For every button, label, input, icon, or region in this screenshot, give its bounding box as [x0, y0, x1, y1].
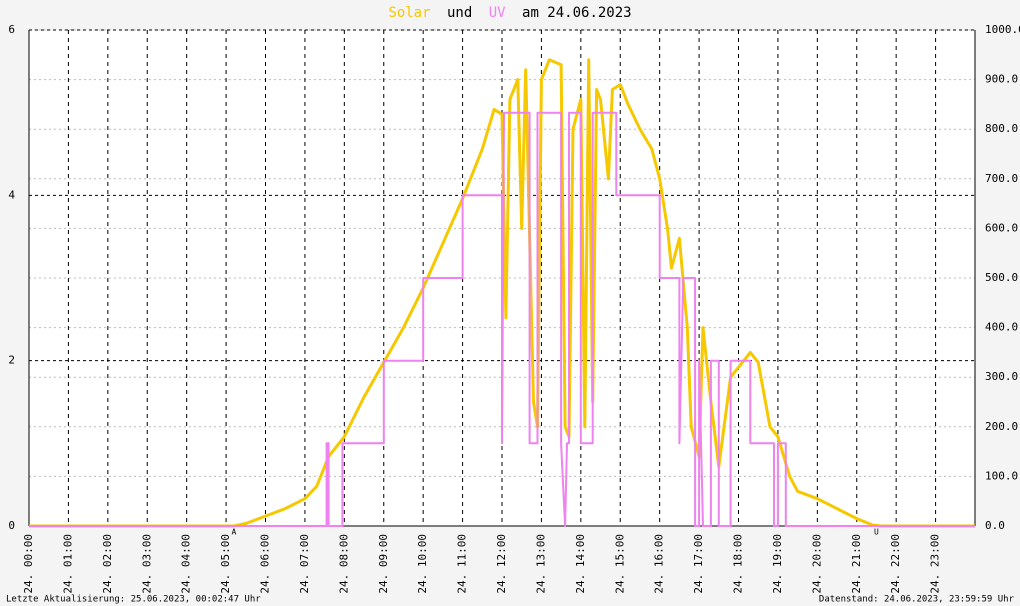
x-tick-label: 24. 06:00: [259, 534, 272, 594]
y2-tick-label: 0.0: [985, 519, 1005, 532]
y2-tick-label: 900.0: [985, 73, 1018, 86]
x-tick-label: 24. 19:00: [771, 534, 784, 594]
x-tick-label: 24. 14:00: [574, 534, 587, 594]
x-tick-label: 24. 00:00: [22, 534, 35, 594]
y2-tick-label: 1000.0: [985, 23, 1020, 36]
y2-tick-label: 700.0: [985, 172, 1018, 185]
x-tick-label: 24. 01:00: [61, 534, 74, 594]
y2-tick-label: 600.0: [985, 221, 1018, 234]
y-tick-label: 6: [8, 23, 15, 36]
x-tick-label: 24. 23:00: [929, 534, 942, 594]
series-line: [29, 58, 975, 528]
x-tick-label: 24. 02:00: [101, 534, 114, 594]
annotation: A: [232, 528, 237, 537]
y-tick-label: 4: [8, 188, 15, 201]
y2-tick-label: 500.0: [985, 271, 1018, 284]
series-line: [29, 111, 975, 527]
x-tick-label: 24. 17:00: [692, 534, 705, 594]
x-tick-label: 24. 15:00: [613, 534, 626, 594]
title-solar: Solar: [388, 5, 430, 21]
y2-tick-label: 800.0: [985, 122, 1018, 135]
x-tick-label: 24. 04:00: [180, 534, 193, 594]
title: Solar und UV am 24.06.2023: [388, 5, 631, 21]
x-tick-label: 24. 21:00: [850, 534, 863, 594]
y-tick-label: 2: [8, 354, 15, 367]
x-tick-label: 24. 10:00: [416, 534, 429, 594]
title-uv: UV: [489, 5, 506, 21]
annotation: U: [874, 528, 879, 537]
x-tick-label: 24. 03:00: [140, 534, 153, 594]
y2-tick-label: 300.0: [985, 370, 1018, 383]
x-tick-label: 24. 05:00: [219, 534, 232, 594]
x-tick-label: 24. 09:00: [377, 534, 390, 594]
x-tick-label: 24. 08:00: [337, 534, 350, 594]
x-tick-label: 24. 12:00: [495, 534, 508, 594]
y2-tick-label: 200.0: [985, 420, 1018, 433]
footer-left: Letzte Aktualisierung: 25.06.2023, 00:02…: [6, 595, 261, 605]
y2-tick-label: 400.0: [985, 321, 1018, 334]
title-joiner: und: [447, 5, 472, 21]
x-tick-label: 24. 16:00: [653, 534, 666, 594]
x-tick-label: 24. 07:00: [298, 534, 311, 594]
y-tick-label: 0: [8, 519, 15, 532]
x-tick-label: 24. 11:00: [456, 534, 469, 594]
footer-right: Datenstand: 24.06.2023, 23:59:59 Uhr: [819, 595, 1015, 605]
y2-tick-label: 100.0: [985, 469, 1018, 482]
x-tick-label: 24. 20:00: [810, 534, 823, 594]
title-suffix: am 24.06.2023: [522, 5, 632, 21]
x-tick-label: 24. 18:00: [732, 534, 745, 594]
x-tick-label: 24. 22:00: [889, 534, 902, 594]
x-tick-label: 24. 13:00: [534, 534, 547, 594]
